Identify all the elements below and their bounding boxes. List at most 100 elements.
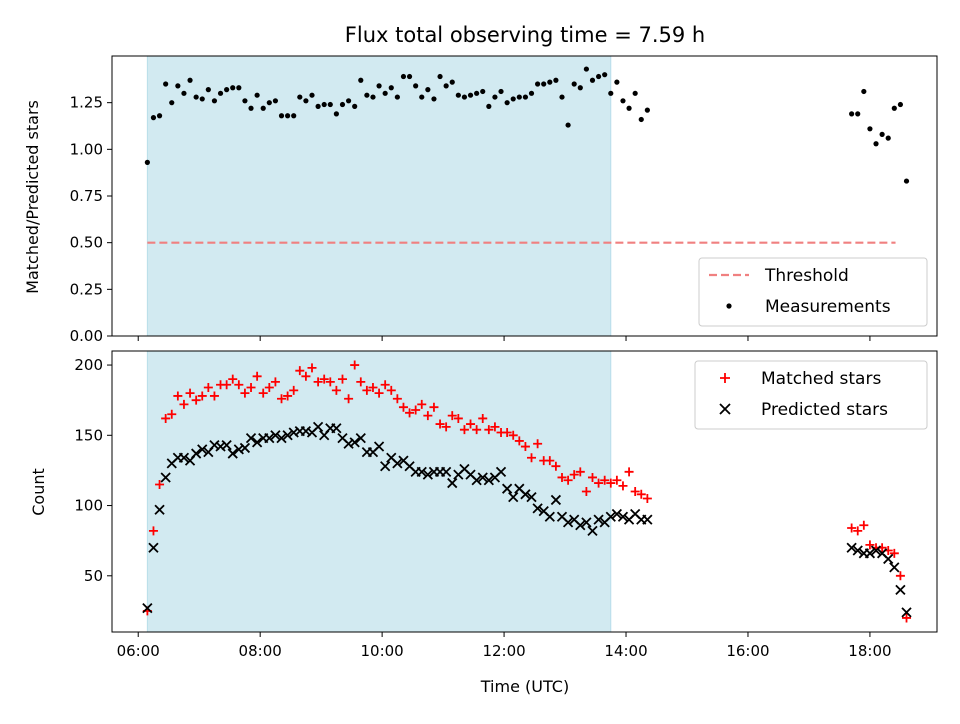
data-point bbox=[228, 374, 238, 384]
data-point bbox=[602, 72, 608, 78]
data-point bbox=[144, 159, 150, 165]
data-point bbox=[175, 83, 181, 89]
data-point bbox=[264, 432, 275, 444]
data-point bbox=[514, 436, 524, 446]
series-matched-stars bbox=[142, 360, 912, 623]
data-point bbox=[197, 391, 207, 401]
data-point bbox=[544, 511, 555, 522]
data-point bbox=[380, 461, 391, 472]
data-point bbox=[191, 395, 201, 405]
data-point bbox=[508, 491, 519, 503]
legend-box bbox=[698, 257, 928, 327]
data-point bbox=[303, 98, 309, 104]
data-point bbox=[901, 607, 912, 618]
data-point bbox=[386, 385, 396, 395]
data-point bbox=[370, 94, 376, 100]
x-tick-label: 16:00 bbox=[726, 642, 769, 660]
data-point bbox=[563, 475, 573, 485]
data-point bbox=[358, 77, 364, 83]
data-point bbox=[612, 475, 622, 485]
data-point bbox=[333, 111, 339, 117]
data-point bbox=[155, 479, 165, 489]
data-point bbox=[510, 96, 516, 102]
data-point bbox=[331, 385, 341, 395]
data-point bbox=[181, 90, 187, 96]
data-point bbox=[535, 81, 541, 87]
data-point bbox=[313, 377, 323, 387]
data-point bbox=[394, 94, 400, 100]
data-point bbox=[593, 514, 604, 525]
legend-label: Matched stars bbox=[761, 369, 881, 389]
data-point bbox=[903, 178, 910, 184]
data-point bbox=[423, 411, 433, 421]
data-point bbox=[889, 548, 899, 558]
data-point bbox=[209, 439, 220, 451]
shaded-observing-interval bbox=[146, 350, 612, 633]
data-point bbox=[449, 79, 455, 85]
data-point bbox=[251, 437, 263, 448]
data-point bbox=[855, 111, 861, 117]
y-tick-label: 1.00 bbox=[70, 140, 103, 158]
data-point bbox=[547, 79, 553, 85]
bottom-panel-counts: 50 100 150 200 06:00 08:00 10:00 12:00 14:00 16:0… bbox=[74, 350, 938, 660]
data-point bbox=[392, 458, 403, 469]
data-point bbox=[197, 444, 208, 455]
data-point bbox=[266, 100, 272, 106]
data-point bbox=[297, 94, 303, 100]
data-point bbox=[498, 88, 504, 95]
data-point bbox=[587, 472, 597, 482]
data-point bbox=[315, 103, 321, 109]
x-tick-label: 18:00 bbox=[848, 642, 891, 660]
data-point bbox=[291, 113, 297, 119]
data-point bbox=[368, 383, 378, 393]
data-point bbox=[272, 98, 279, 104]
data-point bbox=[277, 394, 287, 404]
data-point bbox=[522, 94, 529, 100]
data-point bbox=[902, 613, 912, 623]
data-point bbox=[382, 90, 388, 96]
data-point bbox=[581, 517, 592, 528]
data-point bbox=[254, 92, 260, 98]
data-point bbox=[276, 432, 287, 444]
data-point bbox=[453, 413, 463, 423]
data-point bbox=[431, 96, 437, 102]
data-point bbox=[486, 103, 492, 109]
data-point bbox=[611, 508, 623, 520]
data-point bbox=[605, 511, 616, 522]
data-point bbox=[160, 472, 171, 483]
data-point bbox=[533, 439, 543, 449]
y-tick-label: 0.25 bbox=[70, 280, 103, 298]
data-point bbox=[221, 439, 232, 451]
top-y-axis-label: Matched/Predicted stars bbox=[23, 100, 42, 294]
x-axis-label: Time (UTC) bbox=[480, 677, 569, 696]
data-point bbox=[327, 101, 333, 108]
data-point bbox=[474, 90, 480, 96]
data-point bbox=[504, 100, 510, 106]
x-tick-label: 06:00 bbox=[117, 642, 160, 660]
data-point bbox=[187, 77, 193, 83]
data-point bbox=[169, 100, 175, 106]
data-point bbox=[191, 448, 202, 459]
data-point bbox=[240, 388, 250, 398]
data-point bbox=[245, 432, 257, 444]
data-point bbox=[516, 94, 522, 100]
data-point bbox=[239, 442, 251, 454]
data-point bbox=[203, 383, 213, 393]
data-point bbox=[413, 83, 419, 89]
data-point bbox=[569, 470, 579, 480]
data-point bbox=[325, 377, 335, 387]
data-point bbox=[471, 475, 482, 486]
data-point bbox=[630, 487, 640, 496]
legend-label: Predicted stars bbox=[761, 400, 888, 420]
data-point bbox=[550, 494, 562, 506]
data-point bbox=[571, 81, 577, 87]
data-point bbox=[282, 430, 293, 441]
data-point bbox=[312, 421, 324, 433]
data-point bbox=[467, 92, 474, 98]
data-point bbox=[309, 92, 315, 98]
data-point bbox=[285, 113, 291, 119]
data-point bbox=[861, 88, 867, 95]
data-point bbox=[527, 453, 537, 463]
data-point bbox=[425, 87, 431, 93]
